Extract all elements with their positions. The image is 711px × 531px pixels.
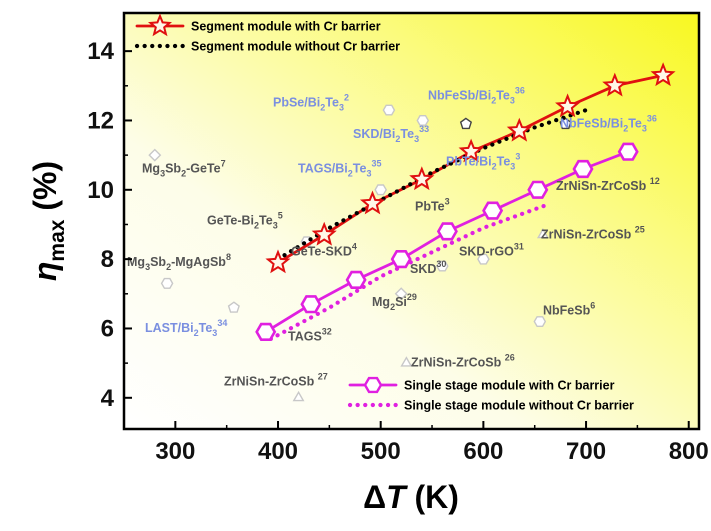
reference-point xyxy=(160,277,174,289)
legend-label-single-stage-without-cr: Single stage module without Cr barrier xyxy=(404,399,634,413)
annotation-pbte-bite: PbTe/Bi2Te33 xyxy=(446,152,520,172)
data-point-single-stage-with-cr xyxy=(390,250,412,269)
y-tick-label: 4 xyxy=(101,385,115,412)
series-line-single-stage-without-cr xyxy=(268,201,553,341)
data-point-segment-with-cr xyxy=(359,190,386,215)
data-point-segment-with-cr xyxy=(265,249,291,274)
annotation-mg2si: Mg2Si29 xyxy=(372,292,417,312)
data-point-segment-with-cr xyxy=(602,72,628,97)
legend-label-segment-without-cr: Segment module without Cr barrier xyxy=(191,40,400,54)
annotation-tags-bite: TAGS/Bi2Te335 xyxy=(298,158,382,178)
annotation-skd-rgo: SKD-rGO31 xyxy=(459,242,524,259)
annotation-zrnisn-25: ZrNiSn-ZrCoSb 25 xyxy=(541,224,645,241)
data-point-single-stage-with-cr xyxy=(345,270,367,290)
reference-point xyxy=(400,356,413,367)
data-point-single-stage-with-cr xyxy=(572,159,594,179)
data-point-single-stage-with-cr xyxy=(255,322,277,342)
annotation-tags: TAGS32 xyxy=(288,327,332,344)
x-tick-label: 600 xyxy=(463,438,503,465)
x-tick-label: 300 xyxy=(155,438,195,465)
plot-frame xyxy=(122,11,701,431)
annotation-mg3sb2-gete: Mg3Sb2-GeTe7 xyxy=(142,158,226,178)
reference-point xyxy=(227,301,240,313)
annotation-mg3sb2-mgagsb: Mg3Sb2-MgAgSb8 xyxy=(127,252,231,272)
reference-point xyxy=(536,228,549,239)
reference-point xyxy=(435,260,449,272)
series-line-segment-without-cr xyxy=(275,107,589,262)
reference-point xyxy=(148,148,162,162)
reference-point xyxy=(477,253,490,265)
annotation-skd-bite: SKD/Bi2Te333 xyxy=(353,124,429,144)
reference-point xyxy=(559,117,572,130)
reference-point xyxy=(416,114,430,126)
y-tick-label: 10 xyxy=(87,177,114,204)
reference-point xyxy=(382,104,396,116)
reference-point xyxy=(374,184,388,196)
x-axis-title: ΔT (K) xyxy=(363,479,459,515)
annotation-zrnisn-12: ZrNiSn-ZrCoSb 12 xyxy=(556,176,660,193)
annotation-nbfesb: NbFeSb6 xyxy=(543,301,595,318)
data-point-single-stage-with-cr xyxy=(617,142,639,161)
annotation-zrnisn-26: ZrNiSn-ZrCoSb 26 xyxy=(411,353,515,370)
reference-point xyxy=(459,117,473,130)
data-point-single-stage-with-cr xyxy=(300,295,322,314)
x-tick-label: 700 xyxy=(566,438,606,465)
x-tick-label: 800 xyxy=(669,438,709,465)
x-tick-label: 500 xyxy=(361,438,401,465)
annotation-pbte: PbTe3 xyxy=(415,197,450,214)
reference-point xyxy=(394,287,408,301)
data-point-segment-with-cr xyxy=(458,138,484,163)
data-point-segment-with-cr xyxy=(506,117,532,142)
data-point-segment-with-cr xyxy=(650,62,676,87)
annotation-nbfesb-bite-2: NbFeSb/Bi2Te336 xyxy=(560,113,657,133)
annotation-last-bite: LAST/Bi2Te334 xyxy=(145,318,227,338)
y-tick-label: 14 xyxy=(87,38,114,65)
data-point-segment-with-cr xyxy=(555,93,581,118)
y-tick-label: 6 xyxy=(101,315,114,342)
legend-label-single-stage-with-cr: Single stage module with Cr barrier xyxy=(404,379,615,393)
annotation-nbfesb-bite-1: NbFeSb/Bi2Te336 xyxy=(428,86,525,106)
reference-point xyxy=(533,316,547,327)
annotation-gete-bite: GeTe-Bi2Te35 xyxy=(207,210,283,230)
annotation-gete-skd: GeTe-SKD4 xyxy=(291,242,357,259)
legend-marker-single-stage-with-cr xyxy=(363,376,383,394)
x-tick-label: 400 xyxy=(258,438,298,465)
y-tick-label: 12 xyxy=(87,107,114,134)
reference-point xyxy=(292,390,305,402)
legend-marker-segment-with-cr xyxy=(147,13,173,37)
annotation-zrnisn-27: ZrNiSn-ZrCoSb 27 xyxy=(224,372,328,389)
annotation-pbse: PbSe/Bi2Te32 xyxy=(273,93,349,113)
data-point-single-stage-with-cr xyxy=(527,180,549,199)
annotation-skd: SKD30 xyxy=(410,259,446,276)
data-point-segment-with-cr xyxy=(409,166,435,191)
y-tick-label: 8 xyxy=(101,246,114,273)
data-point-single-stage-with-cr xyxy=(436,222,458,241)
data-point-single-stage-with-cr xyxy=(482,201,504,220)
y-axis-title: ηmax (%) xyxy=(27,161,69,281)
legend-label-segment-with-cr: Segment module with Cr barrier xyxy=(191,20,381,34)
data-point-segment-with-cr xyxy=(311,221,337,246)
